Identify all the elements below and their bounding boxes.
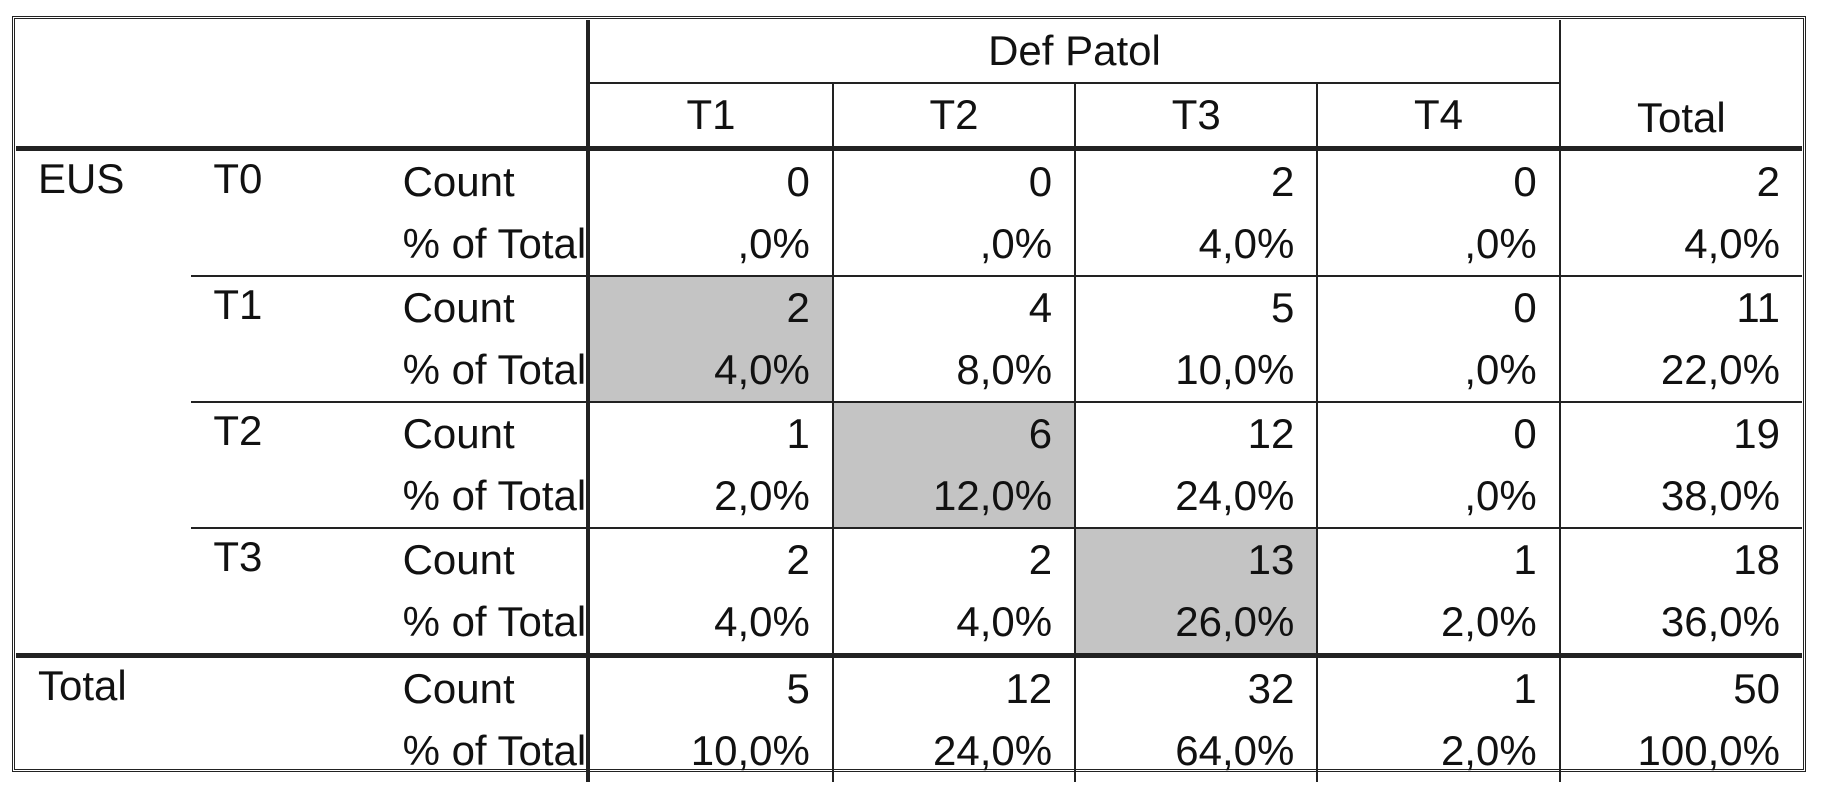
stat-label: % of Total (402, 472, 587, 519)
data-cell: ,0% (1316, 339, 1560, 402)
data-cell: 2 (1558, 146, 1802, 213)
data-cell: 2 (831, 527, 1076, 591)
stat-label: Count (380, 401, 589, 465)
data-cell: 6 (831, 401, 1076, 465)
data-cell: 13 (1074, 527, 1318, 591)
total-cell: 5 (586, 653, 833, 720)
data-cell: 38,0% (1558, 465, 1802, 528)
header-row-group: Def Patol Total (16, 20, 1802, 149)
data-cell: 4 (831, 275, 1076, 339)
table-row: % of Total ,0% ,0% 4,0% ,0% 4,0% (16, 213, 1802, 276)
stat-label: Count (380, 275, 589, 339)
total-column-header: Total (1558, 20, 1802, 149)
data-cell: 2,0% (1316, 591, 1560, 656)
column-header: T4 (1316, 82, 1560, 149)
total-cell: 2,0% (1316, 720, 1560, 782)
data-cell: 36,0% (1558, 591, 1802, 656)
table-row: % of Total 4,0% 8,0% 10,0% ,0% 22,0% (16, 339, 1802, 402)
table-row: % of Total 4,0% 4,0% 26,0% 2,0% 36,0% (16, 591, 1802, 656)
row-variable-label: EUS (16, 146, 192, 656)
column-header: T1 (586, 82, 833, 149)
data-cell: 2 (586, 527, 833, 591)
data-cell: ,0% (586, 213, 833, 276)
row-group-label: T1 (191, 275, 381, 402)
data-cell: 5 (1074, 275, 1318, 339)
column-header: T3 (1074, 82, 1318, 149)
data-cell: 0 (831, 146, 1076, 213)
total-cell: 24,0% (831, 720, 1076, 782)
corner-cell (16, 20, 588, 83)
total-cell: 10,0% (586, 720, 833, 782)
column-header: T2 (831, 82, 1076, 149)
data-cell: 4,0% (586, 339, 833, 402)
data-cell: 1 (1316, 527, 1560, 591)
data-cell: 4,0% (1074, 213, 1318, 276)
data-cell: 4,0% (831, 591, 1076, 656)
data-cell: 0 (1316, 401, 1560, 465)
total-cell: 64,0% (1074, 720, 1318, 782)
stat-label: % of Total (402, 220, 587, 267)
stat-label: % of Total (402, 727, 587, 774)
data-cell: 18 (1558, 527, 1802, 591)
data-cell: 0 (1316, 146, 1560, 213)
stat-label: Count (380, 146, 589, 213)
data-cell: 12,0% (831, 465, 1076, 528)
table-row: T2 Count 1 6 12 0 19 (16, 401, 1802, 528)
data-cell: 0 (1316, 275, 1560, 339)
data-cell: 22,0% (1558, 339, 1802, 402)
row-group-label: T2 (191, 401, 381, 528)
row-group-label: T3 (191, 527, 381, 656)
stat-label: Count (380, 527, 589, 591)
data-cell: 26,0% (1074, 591, 1318, 656)
data-cell: 19 (1558, 401, 1802, 465)
data-cell: 2 (1074, 146, 1318, 213)
header-row-columns: T1 T2 T3 T4 (16, 82, 1802, 149)
table-body: Def Patol Total T1 T2 T3 T4 EUS T0 Count 0 0… (16, 20, 1802, 782)
total-cell: 12 (831, 653, 1076, 720)
total-row: % of Total 10,0% 24,0% 64,0% 2,0% 100,0% (16, 720, 1802, 782)
data-cell: 12 (1074, 401, 1318, 465)
data-cell: 4,0% (1558, 213, 1802, 276)
data-cell: 10,0% (1074, 339, 1318, 402)
data-cell: 4,0% (586, 591, 833, 656)
total-cell: 100,0% (1558, 720, 1802, 782)
table-row: % of Total 2,0% 12,0% 24,0% ,0% 38,0% (16, 465, 1802, 528)
stat-label: Count (380, 653, 589, 720)
corner-cell-lower (16, 83, 588, 149)
stat-label: % of Total (402, 346, 587, 393)
data-cell: 2 (586, 275, 833, 339)
table-row: T1 Count 2 4 5 0 11 (16, 275, 1802, 402)
data-cell: 11 (1558, 275, 1802, 339)
total-row-label: Total (16, 653, 381, 782)
data-cell: 1 (586, 401, 833, 465)
data-cell: ,0% (831, 213, 1076, 276)
row-group-label: T0 (191, 146, 381, 276)
table-row: EUS T0 Count 0 0 2 0 2 (16, 146, 1802, 656)
crosstab-table: Def Patol Total T1 T2 T3 T4 EUS T0 Count 0 0… (16, 20, 1802, 782)
table-row: T3 Count 2 2 13 1 18 (16, 527, 1802, 656)
data-cell: 2,0% (586, 465, 833, 528)
total-cell: 32 (1074, 653, 1318, 720)
total-row: Total Count 5 12 32 1 50 (16, 653, 1802, 782)
data-cell: 0 (586, 146, 833, 213)
stat-label: % of Total (402, 598, 587, 645)
total-cell: 1 (1316, 653, 1560, 720)
data-cell: 24,0% (1074, 465, 1318, 528)
total-cell: 50 (1558, 653, 1802, 720)
data-cell: 8,0% (831, 339, 1076, 402)
data-cell: ,0% (1316, 465, 1560, 528)
column-group-label: Def Patol (586, 20, 1560, 83)
data-cell: ,0% (1316, 213, 1560, 276)
